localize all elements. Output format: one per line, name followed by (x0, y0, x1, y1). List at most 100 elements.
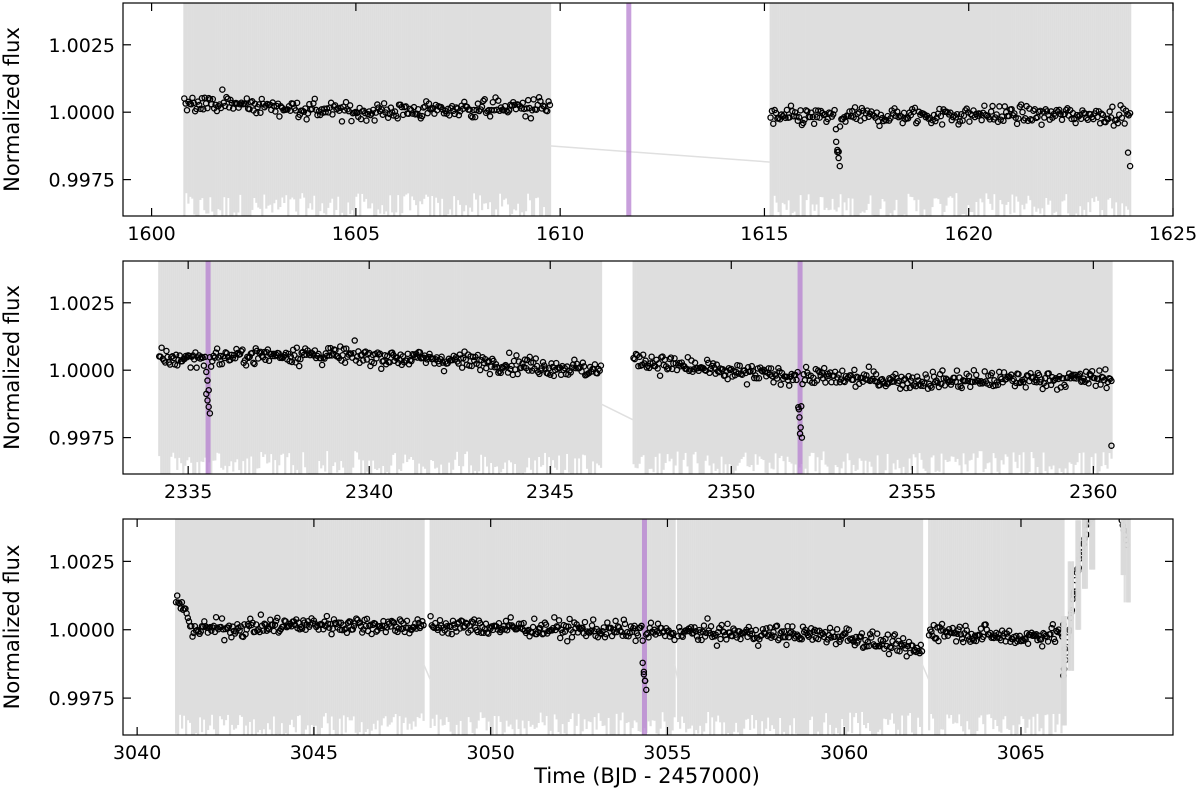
data-point (1068, 115, 1075, 123)
data-point (206, 410, 214, 417)
data-point (486, 370, 494, 378)
data-point (1053, 106, 1060, 114)
data-point (639, 351, 647, 358)
data-point (588, 622, 596, 629)
data-point (938, 121, 946, 128)
x-tick-label: 3055 (643, 742, 691, 764)
data-point (342, 98, 350, 106)
data-point (1001, 103, 1009, 110)
data-point (440, 367, 448, 375)
data-point (249, 619, 256, 627)
data-point (173, 592, 181, 599)
data-point (645, 634, 652, 641)
data-point (243, 95, 251, 102)
data-point (257, 611, 265, 618)
data-point (963, 105, 970, 112)
data-point (469, 114, 476, 121)
data-point (1005, 627, 1013, 635)
data-point (178, 599, 186, 606)
data-point (1124, 149, 1132, 156)
data-point (884, 631, 892, 638)
data-point (556, 634, 564, 642)
data-point (274, 614, 281, 622)
data-point (325, 624, 333, 631)
plot-area (172, 519, 1131, 735)
data-point (611, 629, 618, 636)
data-point (1038, 643, 1046, 650)
data-point (966, 118, 973, 125)
data-point (1126, 162, 1134, 170)
data-point (212, 613, 220, 621)
data-point (735, 370, 742, 377)
data-point (782, 633, 789, 641)
data-point (543, 107, 551, 115)
data-point (555, 617, 563, 624)
data-point (438, 353, 445, 361)
data-point (923, 374, 931, 381)
data-point (671, 636, 678, 644)
data-point (239, 346, 246, 353)
x-tick-label: 2345 (526, 481, 574, 503)
data-point (857, 633, 864, 640)
data-point (936, 105, 943, 113)
data-point (704, 615, 711, 622)
data-point (865, 363, 873, 371)
data-point (314, 111, 321, 119)
data-point (1084, 376, 1091, 383)
data-point (1038, 121, 1045, 128)
data-point (219, 86, 226, 93)
data-point (1108, 442, 1115, 449)
data-point (271, 621, 279, 629)
data-point (978, 116, 985, 124)
data-point (589, 616, 597, 623)
data-point (854, 110, 861, 117)
data-point (172, 351, 180, 359)
data-point (842, 118, 849, 125)
data-point (813, 113, 821, 121)
data-point (542, 621, 550, 628)
data-point (529, 623, 537, 631)
data-point (332, 346, 339, 354)
data-point (845, 626, 853, 633)
data-point (445, 630, 452, 637)
data-point (295, 362, 303, 370)
x-tick-label: 3065 (997, 742, 1045, 764)
data-point (899, 635, 907, 642)
data-point (835, 371, 842, 378)
data-point (416, 349, 424, 356)
data-point (483, 629, 491, 636)
data-point (204, 397, 211, 404)
data-point (426, 350, 433, 358)
data-point (189, 633, 196, 640)
data-point (675, 624, 683, 631)
data-point (398, 103, 406, 111)
data-point (220, 99, 227, 106)
transit-marker (797, 261, 803, 474)
data-point (262, 356, 269, 364)
data-point (772, 109, 780, 117)
data-point (322, 108, 329, 116)
data-point (777, 381, 785, 388)
data-point (802, 363, 810, 371)
data-point (158, 344, 165, 351)
data-point (183, 106, 191, 114)
data-point (293, 99, 301, 107)
data-point (455, 111, 463, 119)
data-point (261, 620, 268, 628)
data-point (578, 368, 585, 375)
data-point (789, 623, 796, 630)
data-point (212, 349, 220, 356)
data-point (743, 381, 751, 388)
data-point (718, 621, 725, 629)
data-point (264, 625, 272, 632)
data-point (958, 635, 966, 642)
data-point (767, 114, 774, 121)
data-point (525, 367, 532, 374)
data-point (374, 101, 381, 108)
data-point (195, 101, 203, 109)
data-point (701, 633, 709, 640)
data-point (780, 111, 788, 118)
data-point (891, 631, 899, 638)
data-point (467, 627, 474, 634)
data-point (903, 653, 910, 660)
